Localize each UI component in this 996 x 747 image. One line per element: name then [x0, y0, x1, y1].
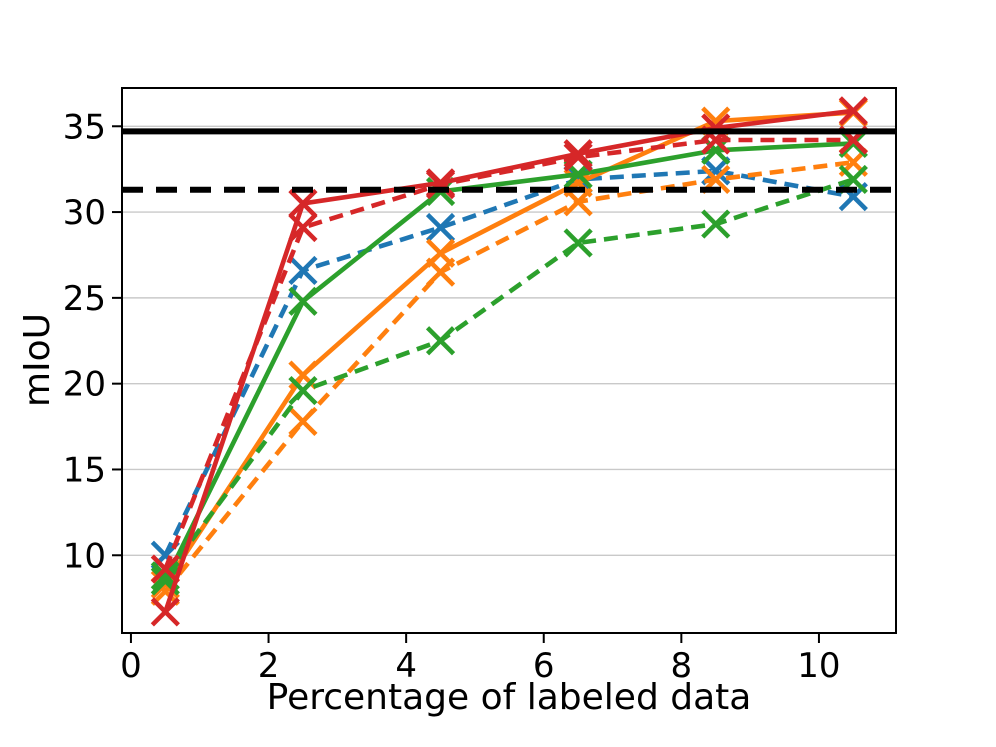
y-tick-label: 35 [63, 107, 106, 147]
series-red-solid-line [163, 108, 854, 613]
x-tick-label: 8 [671, 646, 693, 686]
green-dashed-x-marker [701, 209, 731, 239]
green-dashed-x-marker [288, 375, 318, 406]
x-tick-label: 2 [258, 646, 280, 686]
blue-dashed-x-marker [425, 212, 456, 243]
red-solid-x-marker [563, 139, 593, 169]
red-solid-x-marker [288, 188, 318, 219]
red-solid-x-marker [701, 113, 731, 143]
y-tick-label: 30 [63, 193, 106, 233]
orange-solid-x-marker [425, 238, 456, 268]
red-solid-x-marker [150, 597, 180, 627]
y-axis-label: mIoU [17, 312, 58, 408]
y-tick-label: 20 [63, 365, 106, 405]
green-solid-x-marker [838, 128, 868, 159]
series-blue-dashed-line [163, 168, 854, 557]
x-tick-label: 10 [797, 646, 840, 686]
y-tick-label: 25 [63, 279, 106, 319]
red-dashed-x-marker [563, 142, 593, 172]
series-green-dashed-line [163, 177, 855, 578]
series-green-solid-line [163, 141, 854, 583]
x-tick-label: 6 [533, 646, 555, 686]
y-tick-label: 15 [63, 450, 106, 490]
orange-dashed-x-marker [288, 406, 318, 437]
red-dashed-x-marker [150, 554, 180, 584]
series-orange-dashed-line [163, 160, 854, 593]
axes-frame [121, 87, 897, 634]
series-orange-solid-line [163, 110, 854, 586]
blue-dashed-x-marker [288, 255, 318, 286]
green-solid-x-marker [150, 566, 180, 596]
y-tick-label: 10 [63, 536, 106, 576]
series-red-dashed-line [163, 137, 854, 570]
x-tick-label: 4 [395, 646, 417, 686]
green-dashed-x-marker [563, 228, 593, 258]
green-dashed-x-marker [425, 326, 456, 356]
x-axis-label: Percentage of labeled data [266, 677, 752, 718]
x-tick-label: 0 [120, 646, 142, 686]
green-solid-x-marker [288, 286, 318, 316]
red-solid-x-marker [838, 96, 868, 126]
